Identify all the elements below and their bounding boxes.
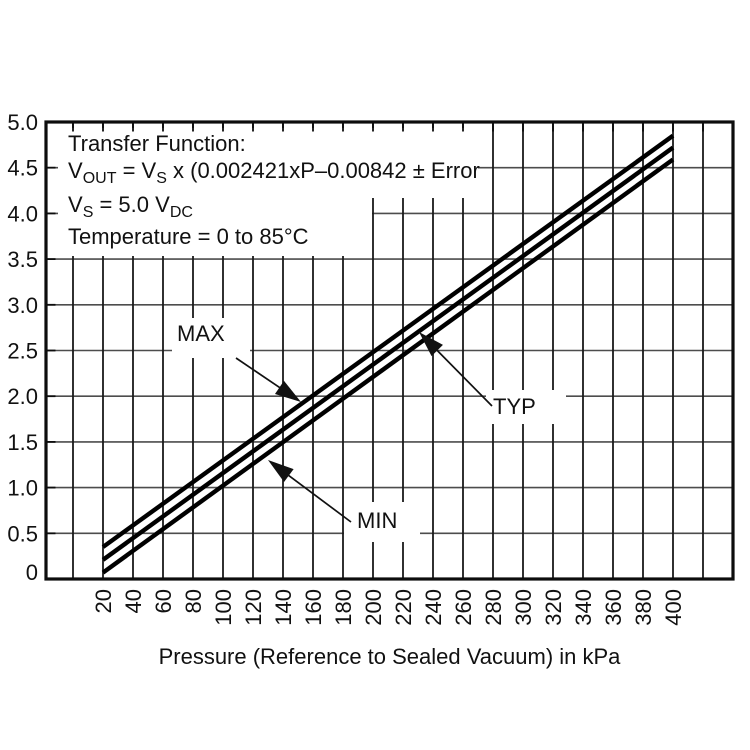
annotation-line: Temperature = 0 to 85°C bbox=[68, 224, 309, 249]
y-tick-label: 4.0 bbox=[7, 201, 38, 226]
x-tick-label: 20 bbox=[91, 589, 116, 613]
x-tick-label: 300 bbox=[511, 589, 536, 626]
data-line-min bbox=[101, 157, 675, 575]
y-tick-label: 3.0 bbox=[7, 293, 38, 318]
y-tick-label: 0.5 bbox=[7, 521, 38, 546]
callout-arrow-line bbox=[427, 340, 493, 407]
label-mask bbox=[344, 502, 420, 542]
y-tick-label: 3.5 bbox=[7, 247, 38, 272]
y-tick-label: 2.5 bbox=[7, 339, 38, 364]
annotation-line: VS = 5.0 VDC bbox=[68, 192, 193, 221]
x-tick-label: 280 bbox=[481, 589, 506, 626]
data-line-typ bbox=[101, 145, 675, 562]
data-line-max bbox=[101, 133, 675, 549]
y-tick-label: 0 bbox=[26, 560, 38, 585]
x-tick-label: 40 bbox=[121, 589, 146, 613]
x-tick-label: 100 bbox=[211, 589, 236, 626]
x-tick-label: 360 bbox=[601, 589, 626, 626]
callout-arrow-head bbox=[274, 380, 301, 402]
x-tick-label: 200 bbox=[361, 589, 386, 626]
x-tick-label: 180 bbox=[331, 589, 356, 626]
x-tick-label: 60 bbox=[151, 589, 176, 613]
callout-arrow-head bbox=[419, 332, 443, 357]
label-mask bbox=[58, 128, 478, 198]
x-tick-label: 400 bbox=[661, 589, 686, 626]
series-label-max: MAX bbox=[177, 321, 225, 346]
x-tick-label: 160 bbox=[301, 589, 326, 626]
label-mask bbox=[172, 318, 250, 358]
callout-arrow-head bbox=[268, 460, 294, 482]
callout-arrow-line bbox=[277, 467, 352, 523]
x-tick-label: 320 bbox=[541, 589, 566, 626]
label-mask bbox=[58, 198, 372, 256]
x-tick-label: 220 bbox=[391, 589, 416, 626]
y-tick-label: 5.0 bbox=[7, 110, 38, 135]
x-tick-label: 140 bbox=[271, 589, 296, 626]
series-label-min: MIN bbox=[357, 508, 398, 533]
series-label-typ: TYP bbox=[493, 394, 536, 419]
y-tick-label: 4.5 bbox=[7, 156, 38, 181]
x-tick-label: 120 bbox=[241, 589, 266, 626]
x-tick-label: 340 bbox=[571, 589, 596, 626]
x-tick-label: 240 bbox=[421, 589, 446, 626]
y-tick-label: 1.5 bbox=[7, 430, 38, 455]
label-mask bbox=[486, 390, 566, 424]
x-tick-label: 380 bbox=[631, 589, 656, 626]
annotation-line: VOUT = VS x (0.002421xP–0.00842 ± Error bbox=[68, 158, 480, 187]
x-tick-label: 260 bbox=[451, 589, 476, 626]
x-axis-title: Pressure (Reference to Sealed Vacuum) in… bbox=[158, 644, 621, 669]
annotation-line: Transfer Function: bbox=[68, 131, 246, 156]
x-tick-label: 80 bbox=[181, 589, 206, 613]
y-tick-label: 2.0 bbox=[7, 384, 38, 409]
y-tick-label: 1.0 bbox=[7, 476, 38, 501]
